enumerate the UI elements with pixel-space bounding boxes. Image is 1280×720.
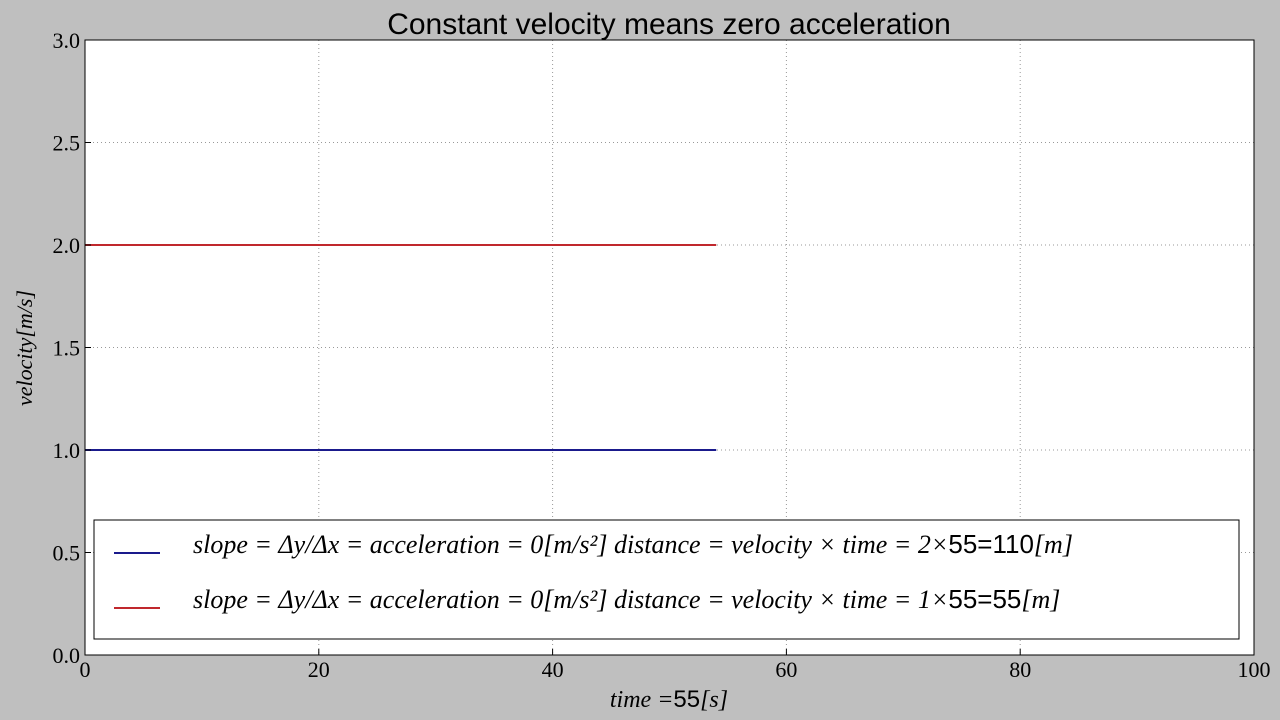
x-axis-ticks: 0 20 40 60 80 100 — [80, 649, 1271, 682]
chart-title: Constant velocity means zero acceleratio… — [387, 8, 951, 41]
x-tick-label: 80 — [1009, 657, 1031, 682]
y-axis-label: velocity[m/s] — [12, 290, 37, 406]
series-lines — [85, 244, 717, 451]
legend-entry-1: slope = Δy/Δx = acceleration = 0[m/s²] d… — [193, 529, 1073, 559]
x-tick-label: 0 — [80, 657, 91, 682]
x-tick-label: 40 — [542, 657, 564, 682]
x-tick-label: 60 — [775, 657, 797, 682]
y-tick-label: 2.5 — [53, 131, 81, 156]
y-axis-ticks: 0.0 0.5 1.0 1.5 2.0 2.5 3.0 — [53, 28, 91, 668]
x-label-prefix: time = — [610, 687, 674, 713]
y-tick-label: 1.5 — [53, 336, 81, 361]
y-tick-label: 3.0 — [53, 28, 81, 53]
y-tick-label: 0.0 — [53, 643, 81, 668]
legend-entry-2: slope = Δy/Δx = acceleration = 0[m/s²] d… — [193, 584, 1060, 614]
y-tick-label: 0.5 — [53, 541, 81, 566]
legend-box — [93, 519, 1240, 640]
x-tick-label: 100 — [1238, 657, 1271, 682]
y-tick-label: 2.0 — [53, 233, 81, 258]
x-axis-label: time =55[s] — [610, 686, 728, 713]
x-tick-label: 20 — [308, 657, 330, 682]
y-tick-label: 1.0 — [53, 438, 81, 463]
x-label-suffix: [s] — [700, 687, 728, 713]
legend: slope = Δy/Δx = acceleration = 0[m/s²] d… — [93, 519, 1240, 640]
x-label-value: 55 — [673, 686, 700, 713]
